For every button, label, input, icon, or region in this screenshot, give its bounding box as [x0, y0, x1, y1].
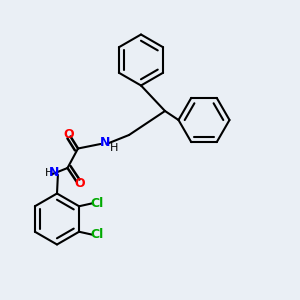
- Text: H: H: [110, 142, 118, 153]
- Text: H: H: [45, 167, 53, 178]
- Text: O: O: [74, 177, 85, 190]
- Text: Cl: Cl: [91, 228, 104, 241]
- Text: O: O: [64, 128, 74, 141]
- Text: N: N: [49, 166, 59, 179]
- Text: Cl: Cl: [91, 197, 104, 210]
- Text: N: N: [100, 136, 110, 149]
